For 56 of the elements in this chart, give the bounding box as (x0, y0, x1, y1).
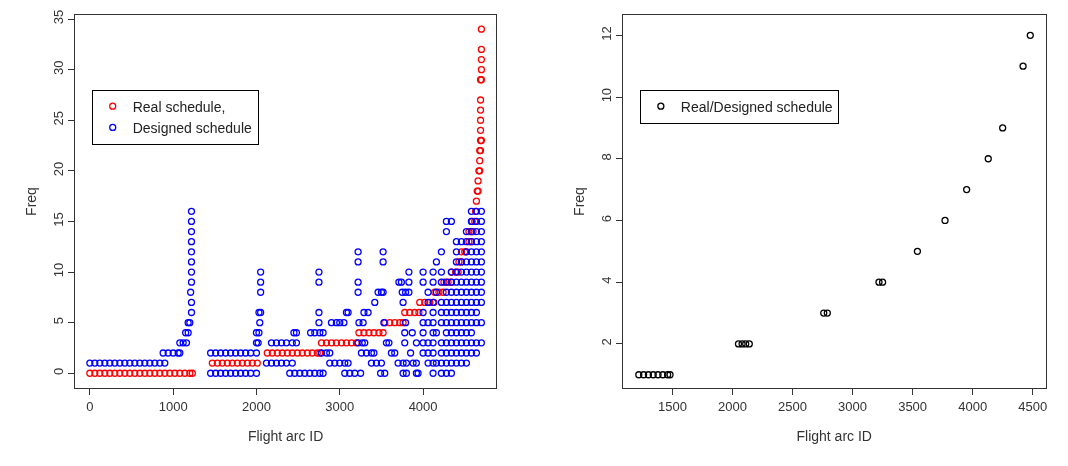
point (941, 216, 949, 225)
point (659, 371, 667, 379)
point (999, 124, 1007, 132)
x-tick-label: 3500 (898, 398, 928, 414)
y-tick-label: 4 (598, 276, 614, 284)
point (745, 340, 753, 348)
y-tick-label: 8 (598, 153, 614, 161)
point (663, 371, 672, 379)
x-tick-label: 0 (86, 398, 94, 414)
point (649, 371, 657, 379)
y-tick-label: 0 (50, 367, 66, 375)
legend-label: Real/Designed schedule (680, 98, 833, 115)
point (734, 340, 743, 348)
x-tick-label: 4000 (408, 398, 438, 414)
point (820, 309, 828, 317)
x-tick-label: 3000 (325, 398, 355, 414)
point (913, 247, 922, 255)
x-tick-label: 2000 (242, 398, 271, 414)
y-tick-label: 25 (50, 111, 66, 126)
y-tick-label: 15 (50, 212, 66, 227)
y-tick-label: 20 (50, 161, 66, 177)
point (738, 340, 746, 348)
x-tick-label: 1500 (657, 398, 687, 414)
legend-label: Designed schedule (132, 119, 253, 136)
x-tick-label: 4000 (958, 398, 988, 414)
y-tick-label: 30 (50, 60, 66, 75)
x-tick-label: 4500 (1018, 398, 1048, 414)
point (742, 340, 750, 348)
x-tick-label: 2000 (718, 398, 747, 414)
point (984, 155, 992, 163)
y-axis-title: Freq (571, 187, 588, 216)
x-tick-label: 2500 (778, 398, 807, 414)
y-tick-label: 5 (50, 317, 66, 325)
point (666, 371, 674, 379)
point (1019, 62, 1027, 70)
point (878, 278, 887, 286)
x-tick-label: 3000 (838, 398, 868, 414)
point (635, 371, 643, 379)
point (963, 185, 971, 194)
y-tick-label: 35 (50, 9, 66, 25)
x-axis-title: Flight arc ID (796, 427, 872, 444)
y-axis-title: Freq (23, 187, 40, 216)
y-tick-label: 6 (598, 214, 614, 223)
point (639, 371, 648, 379)
point (875, 278, 883, 286)
y-tick-label: 10 (598, 87, 614, 103)
point (654, 371, 662, 379)
x-axis-title: Flight arc ID (247, 427, 324, 444)
point (644, 371, 653, 379)
legend-label: Real schedule, (132, 98, 226, 115)
point (823, 309, 831, 317)
point (1026, 31, 1034, 40)
x-tick-label: 1000 (158, 398, 188, 414)
y-tick-label: 10 (50, 262, 66, 278)
y-tick-label: 2 (598, 338, 614, 346)
y-tick-label: 12 (598, 26, 614, 41)
